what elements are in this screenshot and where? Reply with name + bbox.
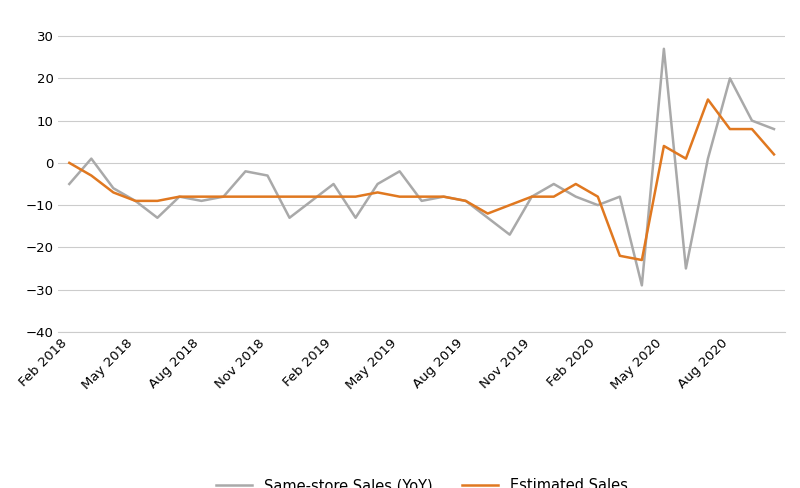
Same-store Sales (YoY) xyxy=(306,198,316,204)
Estimated Sales xyxy=(615,253,625,259)
Line: Estimated Sales: Estimated Sales xyxy=(70,100,774,260)
Estimated Sales xyxy=(769,151,778,157)
Same-store Sales (YoY) xyxy=(615,194,625,200)
Estimated Sales xyxy=(262,194,272,200)
Estimated Sales xyxy=(571,181,581,187)
Estimated Sales xyxy=(395,194,405,200)
Estimated Sales xyxy=(703,97,713,102)
Same-store Sales (YoY) xyxy=(86,156,96,162)
Estimated Sales xyxy=(439,194,449,200)
Same-store Sales (YoY) xyxy=(505,232,514,238)
Estimated Sales xyxy=(174,194,184,200)
Estimated Sales xyxy=(725,126,734,132)
Same-store Sales (YoY) xyxy=(703,156,713,162)
Same-store Sales (YoY) xyxy=(65,181,74,187)
Estimated Sales xyxy=(241,194,250,200)
Same-store Sales (YoY) xyxy=(571,194,581,200)
Same-store Sales (YoY) xyxy=(241,168,250,174)
Same-store Sales (YoY) xyxy=(637,283,646,288)
Same-store Sales (YoY) xyxy=(747,118,757,123)
Estimated Sales xyxy=(461,198,470,204)
Same-store Sales (YoY) xyxy=(659,46,669,52)
Same-store Sales (YoY) xyxy=(725,76,734,81)
Estimated Sales xyxy=(285,194,294,200)
Same-store Sales (YoY) xyxy=(769,126,778,132)
Same-store Sales (YoY) xyxy=(395,168,405,174)
Same-store Sales (YoY) xyxy=(218,194,228,200)
Estimated Sales xyxy=(65,160,74,166)
Estimated Sales xyxy=(747,126,757,132)
Estimated Sales xyxy=(109,189,118,195)
Same-store Sales (YoY) xyxy=(329,181,338,187)
Same-store Sales (YoY) xyxy=(483,215,493,221)
Estimated Sales xyxy=(483,211,493,217)
Estimated Sales xyxy=(417,194,426,200)
Estimated Sales xyxy=(130,198,140,204)
Same-store Sales (YoY) xyxy=(549,181,558,187)
Same-store Sales (YoY) xyxy=(461,198,470,204)
Same-store Sales (YoY) xyxy=(109,185,118,191)
Estimated Sales xyxy=(153,198,162,204)
Same-store Sales (YoY) xyxy=(417,198,426,204)
Same-store Sales (YoY) xyxy=(153,215,162,221)
Same-store Sales (YoY) xyxy=(350,215,360,221)
Estimated Sales xyxy=(681,156,690,162)
Same-store Sales (YoY) xyxy=(130,198,140,204)
Estimated Sales xyxy=(659,143,669,149)
Estimated Sales xyxy=(86,173,96,179)
Same-store Sales (YoY) xyxy=(262,173,272,179)
Estimated Sales xyxy=(197,194,206,200)
Estimated Sales xyxy=(505,202,514,208)
Same-store Sales (YoY) xyxy=(681,265,690,271)
Estimated Sales xyxy=(329,194,338,200)
Estimated Sales xyxy=(306,194,316,200)
Same-store Sales (YoY) xyxy=(439,194,449,200)
Estimated Sales xyxy=(527,194,537,200)
Estimated Sales xyxy=(549,194,558,200)
Same-store Sales (YoY) xyxy=(197,198,206,204)
Estimated Sales xyxy=(350,194,360,200)
Same-store Sales (YoY) xyxy=(174,194,184,200)
Line: Same-store Sales (YoY): Same-store Sales (YoY) xyxy=(70,49,774,285)
Estimated Sales xyxy=(218,194,228,200)
Same-store Sales (YoY) xyxy=(593,202,602,208)
Same-store Sales (YoY) xyxy=(373,181,382,187)
Estimated Sales xyxy=(373,189,382,195)
Estimated Sales xyxy=(637,257,646,263)
Same-store Sales (YoY) xyxy=(285,215,294,221)
Legend: Same-store Sales (YoY), Estimated Sales: Same-store Sales (YoY), Estimated Sales xyxy=(210,472,634,488)
Estimated Sales xyxy=(593,194,602,200)
Same-store Sales (YoY) xyxy=(527,194,537,200)
